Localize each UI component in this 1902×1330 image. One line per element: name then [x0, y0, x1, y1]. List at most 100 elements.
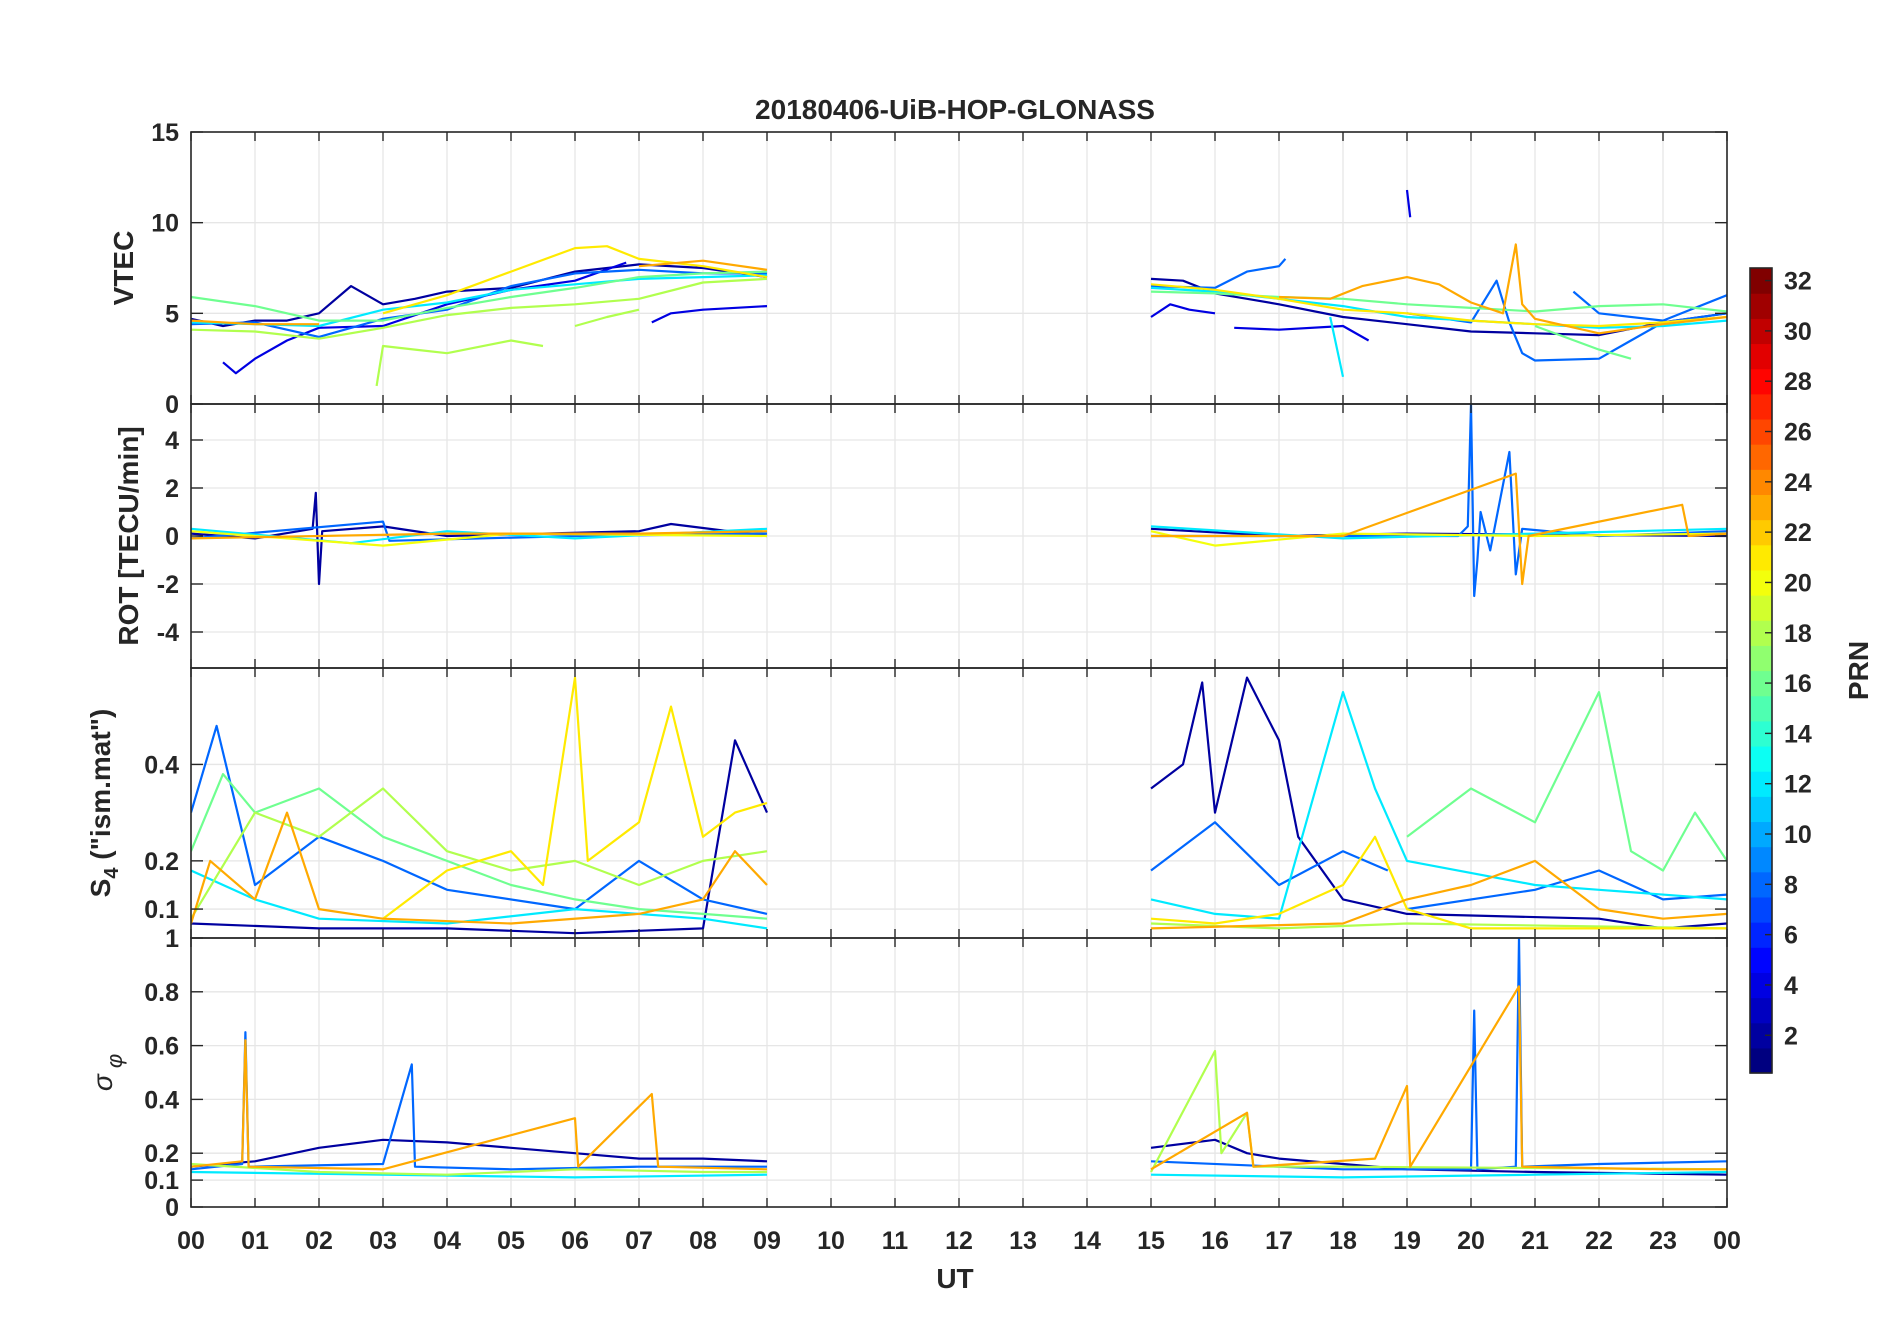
x-tick-label: 08	[689, 1227, 717, 1255]
series-group	[191, 189, 1727, 387]
colorbar-segment	[1750, 393, 1772, 420]
x-tick-label: 23	[1649, 1227, 1677, 1255]
y-tick-label: 0.6	[144, 1033, 179, 1061]
colorbar-segment	[1750, 972, 1772, 999]
x-tick-label: 04	[433, 1227, 461, 1255]
x-tick-label: 22	[1585, 1227, 1613, 1255]
series-prn-21	[382, 245, 1727, 328]
panel-s4: 0.1 0.2 0.4 S4 ("ism.mat")	[85, 667, 1728, 939]
y-tick-label: -2	[157, 571, 179, 599]
x-tick-label: 06	[561, 1227, 589, 1255]
y-axis-label: S4 ("ism.mat")	[85, 709, 123, 898]
x-tick-labels: 00 01 02 03 04 05 06 07 08 09 10 11 12 13 14 15 16 17 18 19…	[177, 1227, 1741, 1255]
y-tick-label: 0	[165, 523, 179, 551]
colorbar-segment	[1750, 444, 1772, 470]
series-prn-16	[191, 691, 1727, 920]
y-tick-label: 0	[165, 1194, 179, 1222]
y-axis-label: ROT [TECU/min]	[113, 426, 144, 645]
colorbar-segment	[1750, 569, 1772, 596]
y-tick-label: 4	[165, 427, 179, 455]
series-prn-8	[191, 258, 1727, 362]
colorbar-tick-label: 14	[1784, 720, 1812, 748]
x-tick-label: 14	[1073, 1227, 1101, 1255]
y-tick-label: -4	[157, 619, 179, 647]
y-tick-label: 0.4	[144, 751, 179, 779]
y-tick-label: 1	[165, 925, 179, 953]
x-tick-label: 00	[1713, 1227, 1741, 1255]
colorbar-frame	[1749, 267, 1773, 1074]
y-tick-label: 0.8	[144, 979, 179, 1007]
x-tick-label: 07	[625, 1227, 653, 1255]
colorbar-segment	[1750, 695, 1772, 722]
colorbar-tick-label: 4	[1784, 972, 1798, 1000]
colorbar-tick-label: 20	[1784, 569, 1812, 597]
x-tick-label: 15	[1137, 1227, 1165, 1255]
colorbar-segment	[1750, 821, 1772, 848]
x-tick-label: 09	[753, 1227, 781, 1255]
colorbar-segment	[1750, 293, 1772, 319]
colorbar-tick-label: 24	[1784, 469, 1812, 497]
panel-sigma_phi: 00.10.2 0.4 0.6 0.8 1 σ φ	[87, 925, 1728, 1222]
colorbar-segment	[1750, 1022, 1772, 1049]
y-label-part: ("ism.mat")	[85, 709, 116, 868]
colorbar-tick-label: 30	[1784, 318, 1812, 346]
chart-title: 20180406-UiB-HOP-GLONASS	[755, 94, 1155, 125]
colorbar-segment	[1750, 871, 1772, 898]
colorbar-tick-label: 8	[1784, 871, 1798, 899]
x-axis-label: UT	[936, 1263, 973, 1294]
colorbar-segment	[1750, 368, 1772, 395]
x-tick-label: 16	[1201, 1227, 1229, 1255]
colorbar-segment	[1750, 343, 1772, 370]
series-prn-23	[191, 243, 1727, 335]
series-group	[191, 404, 1727, 598]
series-prn-4	[222, 189, 1412, 375]
x-tick-label: 17	[1265, 1227, 1293, 1255]
colorbar-tick-label: 28	[1784, 368, 1812, 396]
colorbar-segment	[1750, 922, 1772, 948]
colorbar-segment	[1750, 947, 1772, 973]
colorbar-tick-label: 12	[1784, 771, 1812, 799]
colorbar-tick-label: 2	[1784, 1022, 1798, 1050]
y-tick-label: 0	[165, 391, 179, 419]
colorbar-segment	[1750, 469, 1772, 496]
x-tick-label: 01	[241, 1227, 269, 1255]
colorbar-label: PRN	[1843, 641, 1874, 700]
colorbar-tick-label: 18	[1784, 620, 1812, 648]
x-tick-label: 12	[945, 1227, 973, 1255]
colorbar-segment	[1750, 896, 1772, 923]
series-prn-23	[191, 985, 1727, 1171]
x-tick-label: 19	[1393, 1227, 1421, 1255]
series-prn-8	[191, 724, 1727, 915]
colorbar-segment	[1750, 268, 1772, 294]
y-tick-label: 0.2	[144, 848, 179, 876]
y-label-part: 4	[101, 867, 123, 879]
series-prn-21	[382, 676, 1727, 930]
series-group	[191, 938, 1727, 1179]
colorbar-segment	[1750, 670, 1772, 697]
x-tick-label: 10	[817, 1227, 845, 1255]
x-tick-label: 18	[1329, 1227, 1357, 1255]
series-prn-12	[191, 1170, 1727, 1179]
series-prn-20	[191, 530, 1727, 547]
x-tick-label: 11	[882, 1227, 909, 1255]
y-tick-label: 0.4	[144, 1086, 179, 1114]
colorbar-tick-label: 10	[1784, 821, 1812, 849]
series-prn-23	[191, 472, 1727, 586]
colorbar-segment	[1750, 720, 1772, 747]
colorbar-segment	[1750, 997, 1772, 1024]
y-tick-label: 15	[151, 119, 179, 147]
colorbar-segment	[1750, 846, 1772, 873]
y-tick-label: 0.2	[144, 1140, 179, 1168]
x-tick-label: 05	[497, 1227, 525, 1255]
colorbar-tick-label: 26	[1784, 419, 1812, 447]
x-tick-label: 02	[305, 1227, 333, 1255]
colorbar-segment	[1750, 318, 1772, 345]
panel-vtec: 0 5 10 15 VTEC	[108, 119, 1728, 419]
colorbar-segment	[1750, 595, 1772, 621]
x-tick-label: 21	[1521, 1227, 1549, 1255]
series-group	[191, 676, 1727, 935]
x-tick-label: 00	[177, 1227, 205, 1255]
